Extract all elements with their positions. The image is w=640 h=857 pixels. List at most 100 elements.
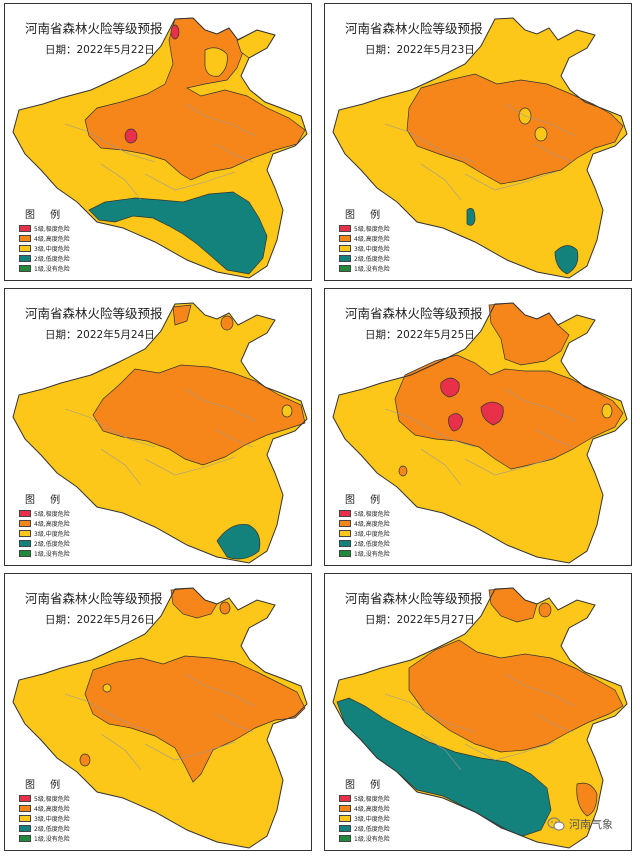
legend-label: 1级,没有危险 [354, 266, 390, 273]
legend-label: 2级,低度危险 [34, 826, 70, 833]
legend-item: 2级,低度危险 [339, 539, 390, 548]
legend-title: 图 例 [25, 210, 67, 221]
legend-item: 3级,中度危险 [19, 244, 70, 253]
legend-label: 4级,高度危险 [34, 236, 70, 243]
legend-item: 4级,高度危险 [19, 519, 70, 528]
legend-swatch [339, 245, 351, 252]
legend-label: 5级,极度危险 [354, 226, 390, 233]
legend-item: 2级,低度危险 [339, 254, 390, 263]
legend-swatch [19, 530, 31, 537]
legend-swatch [19, 825, 31, 832]
panel-date: 日期：2022年5月23日 [365, 44, 475, 56]
map-panel-0524: 河南省森林火险等级预报 日期：2022年5月24日 图 例 5级,极度危险 4级… [4, 288, 312, 566]
legend: 图 例 5级,极度危险 4级,高度危险 3级,中度危险 2级,低度危险 1级,没… [339, 491, 390, 559]
legend-item: 5级,极度危险 [19, 794, 70, 803]
legend-item: 2级,低度危险 [19, 254, 70, 263]
panel-title: 河南省森林火险等级预报 [345, 21, 483, 36]
legend-swatch [19, 255, 31, 262]
legend-swatch [339, 550, 351, 557]
legend-label: 4级,高度危险 [34, 806, 70, 813]
legend-swatch [339, 510, 351, 517]
legend-title: 图 例 [345, 780, 387, 791]
legend-swatch [339, 225, 351, 232]
legend-swatch [19, 795, 31, 802]
legend: 图 例 5级,极度危险 4级,高度危险 3级,中度危险 2级,低度危险 1级,没… [19, 776, 70, 844]
legend: 图 例 5级,极度危险 4级,高度危险 3级,中度危险 2级,低度危险 1级,没… [19, 491, 70, 559]
map-panel-0525: 河南省森林火险等级预报 日期：2022年5月25日 图 例 5级,极度危险 4级… [324, 288, 632, 566]
legend-item: 4级,高度危险 [339, 519, 390, 528]
legend-swatch [19, 805, 31, 812]
legend-item: 5级,极度危险 [339, 794, 390, 803]
legend-swatch [19, 520, 31, 527]
panel-title: 河南省森林火险等级预报 [345, 306, 483, 321]
legend-swatch [339, 540, 351, 547]
legend-item: 1级,没有危险 [19, 834, 70, 843]
legend: 图 例 5级,极度危险 4级,高度危险 3级,中度危险 2级,低度危险 1级,没… [339, 776, 390, 844]
legend-item: 4级,高度危险 [19, 234, 70, 243]
legend-swatch [339, 805, 351, 812]
legend-label: 4级,高度危险 [354, 521, 390, 528]
legend-label: 5级,极度危险 [354, 796, 390, 803]
legend-item: 4级,高度危险 [339, 804, 390, 813]
panel-title: 河南省森林火险等级预报 [345, 591, 483, 606]
legend-item: 2级,低度危险 [19, 824, 70, 833]
legend-label: 1级,没有危险 [34, 836, 70, 843]
legend-title: 图 例 [345, 210, 387, 221]
map-panel-0522: 河南省森林火险等级预报 日期：2022年5月22日 图 例 5级,极度危险 4级… [4, 3, 312, 281]
legend-swatch [19, 510, 31, 517]
panel-title: 河南省森林火险等级预报 [25, 21, 163, 36]
legend-swatch [339, 795, 351, 802]
legend-swatch [19, 225, 31, 232]
legend-label: 5级,极度危险 [354, 511, 390, 518]
legend-item: 5级,极度危险 [339, 509, 390, 518]
legend-label: 5级,极度危险 [34, 511, 70, 518]
legend-item: 1级,没有危险 [339, 834, 390, 843]
legend-item: 3级,中度危险 [339, 244, 390, 253]
legend-title: 图 例 [25, 495, 67, 506]
legend-label: 4级,高度危险 [354, 236, 390, 243]
panel-date: 日期：2022年5月22日 [45, 44, 155, 56]
legend-item: 1级,没有危险 [339, 264, 390, 273]
legend-item: 4级,高度危险 [19, 804, 70, 813]
henan-map [12, 302, 308, 564]
legend-swatch [339, 235, 351, 242]
legend-swatch [339, 815, 351, 822]
legend-swatch [339, 835, 351, 842]
panel-date: 日期：2022年5月25日 [365, 329, 475, 341]
legend-label: 2级,低度危险 [354, 826, 390, 833]
legend-label: 2级,低度危险 [354, 541, 390, 548]
legend-swatch [339, 265, 351, 272]
map-panel-0526: 河南省森林火险等级预报 日期：2022年5月26日 图 例 5级,极度危险 4级… [4, 573, 312, 851]
henan-map [332, 302, 628, 564]
legend-label: 3级,中度危险 [354, 246, 390, 253]
legend: 图 例 5级,极度危险 4级,高度危险 3级,中度危险 2级,低度危险 1级,没… [19, 206, 70, 274]
legend-swatch [339, 825, 351, 832]
legend-swatch [19, 550, 31, 557]
legend-label: 5级,极度危险 [34, 796, 70, 803]
legend-label: 1级,没有危险 [354, 836, 390, 843]
legend-label: 1级,没有危险 [34, 551, 70, 558]
panel-date: 日期：2022年5月26日 [45, 614, 155, 626]
legend-label: 3级,中度危险 [354, 531, 390, 538]
henan-map [12, 587, 308, 849]
legend-item: 1级,没有危险 [19, 264, 70, 273]
legend-item: 5级,极度危险 [19, 509, 70, 518]
legend-swatch [19, 235, 31, 242]
legend-item: 5级,极度危险 [339, 224, 390, 233]
legend-swatch [339, 520, 351, 527]
map-panel-0527: 河南省森林火险等级预报 日期：2022年5月27日 图 例 5级,极度危险 4级… [324, 573, 632, 851]
henan-map [12, 17, 308, 279]
legend-swatch [19, 815, 31, 822]
map-panel-0523: 河南省森林火险等级预报 日期：2022年5月23日 图 例 5级,极度危险 4级… [324, 3, 632, 281]
panel-date: 日期：2022年5月27日 [365, 614, 475, 626]
legend-swatch [19, 540, 31, 547]
legend-label: 3级,中度危险 [34, 531, 70, 538]
legend-label: 3级,中度危险 [34, 816, 70, 823]
legend-item: 5级,极度危险 [19, 224, 70, 233]
legend-title: 图 例 [25, 780, 67, 791]
legend-label: 5级,极度危险 [34, 226, 70, 233]
legend-item: 3级,中度危险 [19, 529, 70, 538]
legend-label: 3级,中度危险 [34, 246, 70, 253]
panel-date: 日期：2022年5月24日 [45, 329, 155, 341]
legend-item: 3级,中度危险 [339, 814, 390, 823]
